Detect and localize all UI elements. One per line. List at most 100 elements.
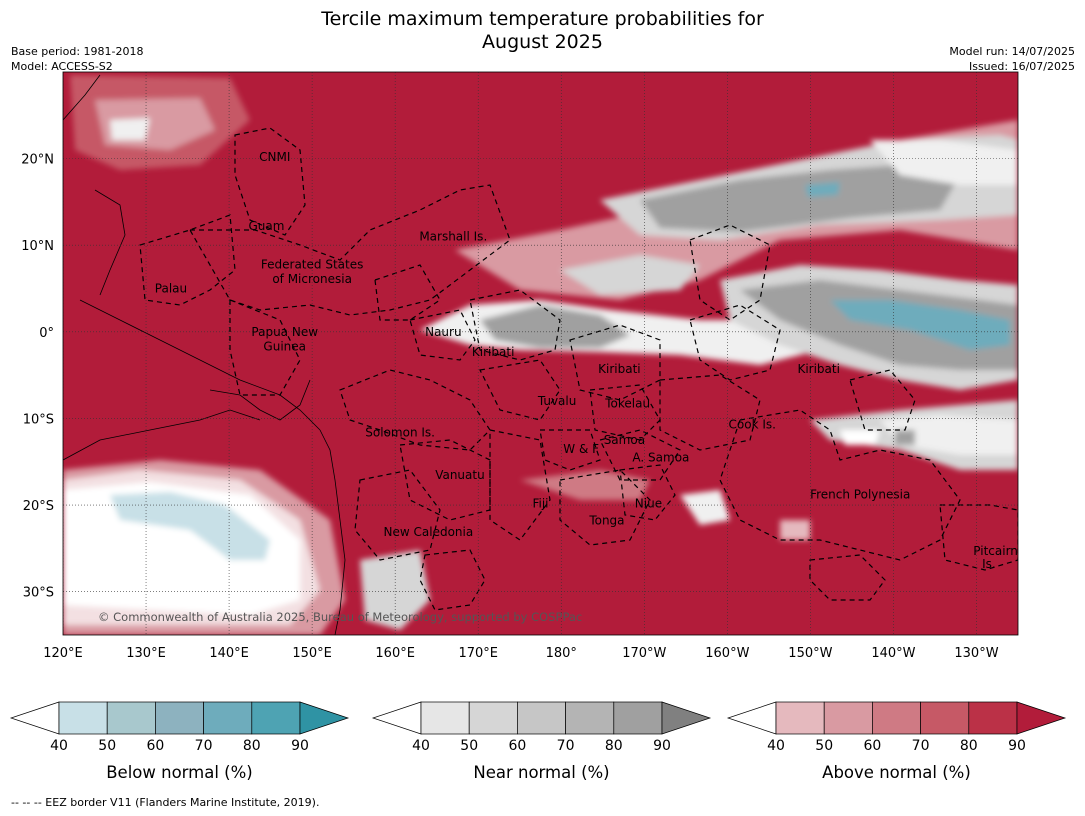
place-label: Pitcairn <box>973 544 1018 558</box>
place-label: of Micronesia <box>272 272 352 286</box>
title-line-1: Tercile maximum temperature probabilitie… <box>321 8 764 30</box>
x-tick-label: 150°E <box>292 646 332 661</box>
colorbar-tick: 40 <box>412 738 430 754</box>
x-tick-label: 130°W <box>954 646 998 661</box>
place-label: Nauru <box>425 325 461 339</box>
title-line-2: August 2025 <box>482 31 603 53</box>
colorbar-tick: 40 <box>767 738 785 754</box>
place-label: French Polynesia <box>810 488 910 502</box>
colorbar-tick: 90 <box>653 738 671 754</box>
eez-borders <box>139 127 1018 611</box>
y-tick-label: 10°N <box>21 239 54 254</box>
model-name: Model: ACCESS-S2 <box>11 60 113 73</box>
x-tick-label: 160°E <box>375 646 415 661</box>
colorbar-segment <box>155 701 204 735</box>
place-label: Papua New <box>251 325 318 339</box>
colorbar-segment <box>420 701 470 735</box>
colorbar-tick: 90 <box>1008 738 1026 754</box>
colorbar-tick: 60 <box>508 738 526 754</box>
place-label: Kiribati <box>472 345 514 359</box>
x-tick-label: 130°E <box>126 646 166 661</box>
map-title: Tercile maximum temperature probabilitie… <box>0 8 1085 54</box>
colorbar-label: Above normal (%) <box>822 763 971 782</box>
colorbar-tick: 50 <box>98 738 116 754</box>
y-tick-label: 10°S <box>23 412 54 427</box>
colorbar-tick: 50 <box>460 738 478 754</box>
place-label: Solomon Is. <box>365 425 435 439</box>
place-label: CNMI <box>259 150 290 164</box>
base-info: Base period: 1981-2018 Model: ACCESS-S2 <box>11 44 143 74</box>
place-label: Fiji <box>532 496 548 510</box>
colorbar-segment <box>872 701 921 735</box>
y-tick-label: 20°N <box>21 153 54 168</box>
colorbar-tick: 80 <box>960 738 978 754</box>
colorbar-segment <box>517 701 566 735</box>
x-tick-label: 160°W <box>705 646 749 661</box>
x-tick-label: 140°E <box>209 646 249 661</box>
colorbar: 40 50 60 70 80 90 Below normal (%) <box>9 701 350 782</box>
colorbar: 40 50 60 70 80 90 Near normal (%) <box>371 701 712 782</box>
colorbars: 40 50 60 70 80 90 Below normal (%) 40 50 60 70 80 90… <box>9 701 1067 782</box>
colorbar-segment <box>920 701 970 735</box>
colorbar-segment <box>58 701 108 735</box>
colorbar-tick: 90 <box>291 738 309 754</box>
map-frame <box>62 71 1019 636</box>
run-info: Model run: 14/07/2025 Issued: 16/07/2025 <box>949 44 1075 74</box>
colorbar-segment <box>775 701 825 735</box>
y-tick-label: 0° <box>39 326 54 341</box>
colorbar-tick: 70 <box>557 738 575 754</box>
colorbar-segment <box>468 701 518 735</box>
colorbar-tick: 60 <box>863 738 881 754</box>
y-tick-label: 20°S <box>23 499 54 514</box>
place-label: Niue <box>635 496 662 510</box>
colorbar-extend-low <box>371 701 422 735</box>
place-label: Samoa <box>604 433 645 447</box>
model-run: Model run: 14/07/2025 <box>949 45 1075 58</box>
colorbar-tick: 70 <box>912 738 930 754</box>
colorbar-segment <box>106 701 156 735</box>
colorbar-tick: 80 <box>243 738 261 754</box>
colorbar: 40 50 60 70 80 90 Above normal (%) <box>726 701 1067 782</box>
colorbar-tick: 60 <box>146 738 164 754</box>
colorbar-segment <box>565 701 615 735</box>
colorbar-label: Below normal (%) <box>106 763 253 782</box>
y-tick-label: 30°S <box>23 586 54 601</box>
colorbar-segment <box>968 701 1018 735</box>
place-label: Tuvalu <box>537 394 577 408</box>
colorbar-extend-low <box>726 701 777 735</box>
axis-labels: 120°E 130°E 140°E 150°E 160°E 170°E 180° 170°W 1… <box>21 153 998 661</box>
place-label: Guinea <box>263 340 306 354</box>
x-tick-label: 150°W <box>788 646 832 661</box>
graticule <box>63 72 1018 635</box>
colorbar-tick: 80 <box>605 738 623 754</box>
issued-date: Issued: 16/07/2025 <box>968 60 1075 73</box>
x-tick-label: 120°E <box>43 646 83 661</box>
colorbar-tick: 50 <box>815 738 833 754</box>
colorbar-segment <box>251 701 301 735</box>
colorbar-segment <box>823 701 873 735</box>
colorbar-extend-high <box>1016 701 1067 735</box>
place-label: Is. <box>982 557 996 571</box>
place-label: Tonga <box>588 514 624 528</box>
colorbar-label: Near normal (%) <box>473 763 609 782</box>
colorbar-tick: 40 <box>50 738 68 754</box>
place-label: A. Samoa <box>632 450 689 464</box>
x-tick-label: 170°E <box>458 646 498 661</box>
place-label: Palau <box>155 282 187 296</box>
colorbar-extend-high <box>661 701 712 735</box>
place-label: Tokelau <box>604 397 650 411</box>
colorbar-extend-high <box>299 701 350 735</box>
place-label: Marshall Is. <box>419 230 487 244</box>
colorbar-segment <box>613 701 663 735</box>
place-label: Federated States <box>261 257 363 271</box>
place-label: W & F <box>563 442 599 456</box>
probability-shading <box>63 75 1018 635</box>
copyright: © Commonwealth of Australia 2025, Bureau… <box>98 610 582 624</box>
x-tick-label: 180° <box>546 646 577 661</box>
colorbar-segment <box>203 701 253 735</box>
place-label: Cook Is. <box>729 418 776 432</box>
eez-legend: -- -- -- EEZ border V11 (Flanders Marine… <box>11 796 320 809</box>
